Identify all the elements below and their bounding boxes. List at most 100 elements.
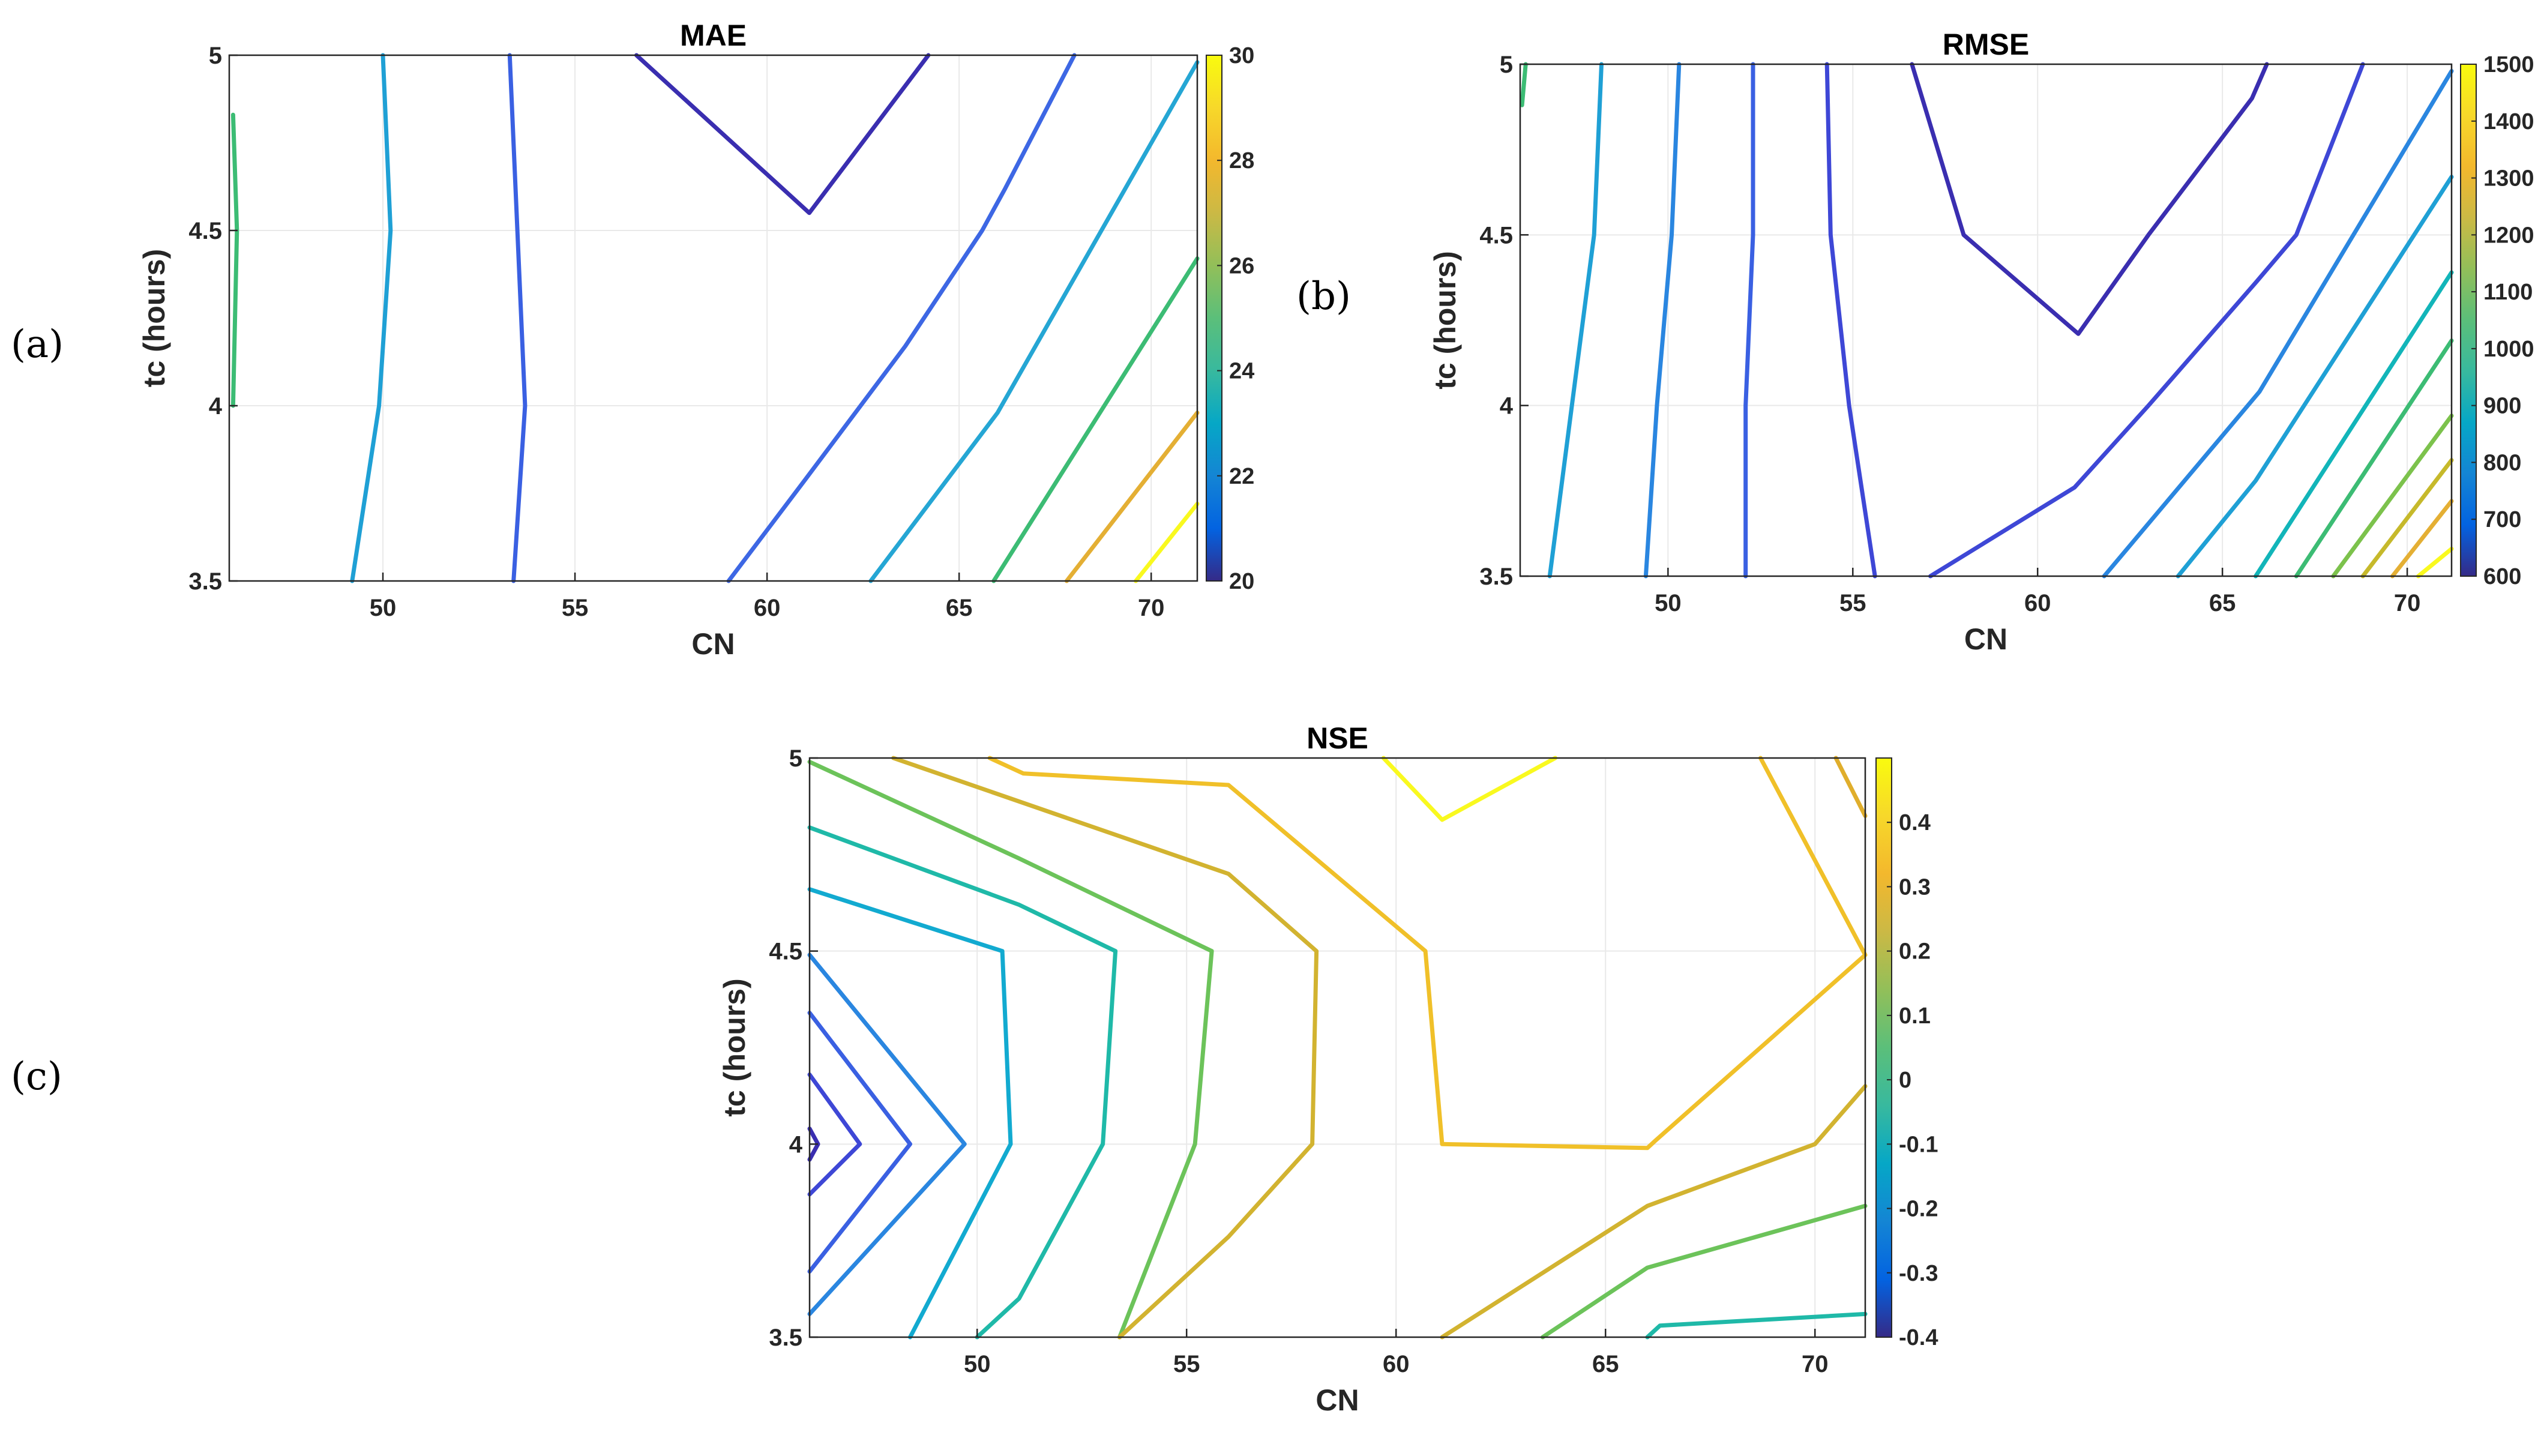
contour-line [1440, 1084, 1868, 1340]
x-tick-label: 50 [1655, 590, 1682, 616]
plot-area [229, 55, 1197, 581]
contour-line [2176, 175, 2454, 579]
x-tick-label: 70 [1802, 1351, 1829, 1377]
colorbar-tick-label: 700 [2483, 507, 2521, 532]
y-tick-label: 5 [1500, 52, 1513, 78]
colorbar-tick-label: 24 [1229, 359, 1254, 384]
panel-label-b: (b) [1296, 274, 1351, 319]
x-axis-label: CN [1964, 622, 2007, 656]
contour-line [807, 1011, 912, 1274]
y-tick-label: 4 [1500, 393, 1514, 420]
colorbar-tick-label: 0.3 [1899, 874, 1931, 900]
contour-line [1547, 62, 1604, 579]
x-tick-label: 55 [1839, 590, 1866, 616]
panel-label-a: (a) [11, 322, 64, 367]
contour-line [1928, 62, 2365, 579]
contour-line [987, 756, 1868, 1151]
colorbar-tick-label: 20 [1229, 569, 1254, 594]
axes-box [1519, 63, 2453, 577]
contour-line [1520, 62, 1528, 107]
colorbar-tick-label: 0 [1899, 1068, 1911, 1093]
axes-box [808, 757, 1866, 1338]
x-tick-label: 55 [1173, 1351, 1200, 1377]
x-axis-label: CN [691, 627, 735, 661]
y-axis-label: tc (hours) [137, 249, 171, 388]
contour-line [2360, 458, 2454, 579]
colorbar-tick-label: -0.4 [1899, 1325, 1938, 1350]
contour-line [1743, 62, 1755, 579]
colorbar-tick-label: 1200 [2483, 223, 2534, 248]
x-tick-label: 55 [562, 595, 589, 621]
y-tick-label: 4.5 [188, 218, 222, 244]
x-tick-label: 50 [370, 595, 397, 621]
colorbar-tick-label: -0.2 [1899, 1197, 1938, 1222]
colorbar [1206, 55, 1222, 582]
y-tick-label: 4 [789, 1131, 803, 1158]
contour-line [726, 53, 1077, 583]
y-axis-label: tc (hours) [718, 978, 751, 1117]
y-tick-label: 4.5 [1479, 222, 1513, 248]
contour-line [868, 60, 1200, 583]
contour-line [2254, 270, 2454, 579]
panel-label-c: (c) [11, 1054, 62, 1099]
axes-box [228, 54, 1198, 582]
colorbar-tick-label: 900 [2483, 394, 2521, 419]
x-tick-label: 60 [1383, 1351, 1410, 1377]
x-tick-label: 65 [1592, 1351, 1619, 1377]
contour-line [1645, 1311, 1868, 1340]
x-tick-label: 60 [2024, 590, 2051, 616]
colorbar-tick-label: 600 [2483, 564, 2521, 589]
contour-line [2102, 68, 2454, 579]
contour-line [1824, 62, 1877, 579]
y-axis-label: tc (hours) [1428, 251, 1462, 390]
colorbar-tick-label: 0.4 [1899, 810, 1931, 835]
contour-line [991, 256, 1200, 583]
colorbar-tick-label: 26 [1229, 253, 1254, 278]
contour-line [350, 53, 393, 583]
plot-area [1520, 64, 2452, 576]
colorbar-tick-label: 1300 [2483, 166, 2534, 191]
contour-line [807, 952, 967, 1316]
colorbar-tick-label: 0.2 [1899, 939, 1931, 964]
x-tick-label: 65 [946, 595, 973, 621]
colorbar-tick-label: -0.1 [1899, 1132, 1938, 1157]
x-tick-label: 65 [2209, 590, 2236, 616]
chart-mae: MAE CN tc (hours) 50 55 60 65 70 3.5 4 4.5 5 20 22… [137, 19, 1254, 661]
y-tick-label: 4.5 [769, 939, 802, 965]
x-tick-label: 50 [964, 1351, 991, 1377]
colorbar-tick-label: 1000 [2483, 337, 2534, 362]
contour-line [2294, 338, 2454, 579]
contour-line [807, 887, 1013, 1340]
colorbar-tick-label: 1100 [2483, 280, 2533, 305]
contour-line [634, 53, 931, 215]
x-axis-label: CN [1316, 1383, 1359, 1417]
y-tick-label: 3.5 [188, 568, 222, 595]
y-tick-label: 5 [789, 745, 802, 772]
colorbar-tick-label: -0.3 [1899, 1261, 1938, 1286]
y-tick-label: 5 [209, 43, 222, 69]
contour-line [1134, 502, 1200, 583]
y-tick-label: 3.5 [1479, 564, 1513, 590]
colorbar-tick-label: 22 [1229, 464, 1254, 489]
chart-title: NSE [1307, 721, 1368, 755]
contour-line [807, 1072, 862, 1197]
chart-title: MAE [680, 19, 747, 52]
colorbar-tick-label: 0.1 [1899, 1003, 1931, 1029]
contour-line [891, 756, 1319, 1340]
contour-line [2390, 499, 2454, 579]
contour-line [1064, 411, 1200, 583]
contour-line [1381, 756, 1557, 822]
colorbar-tick-label: 1500 [2483, 52, 2534, 77]
y-tick-label: 3.5 [769, 1325, 802, 1351]
contour-line [807, 825, 1118, 1340]
colorbar [1875, 757, 1892, 1338]
colorbar-tick-label: 30 [1229, 43, 1254, 68]
colorbar-tick-label: 28 [1229, 148, 1254, 173]
contour-line [1833, 756, 1868, 818]
contour-line [1910, 62, 2269, 336]
contour-line [807, 759, 1214, 1340]
colorbar [2460, 64, 2477, 577]
chart-title: RMSE [1943, 28, 2029, 61]
x-tick-label: 70 [2394, 590, 2421, 616]
y-tick-label: 4 [209, 393, 223, 420]
